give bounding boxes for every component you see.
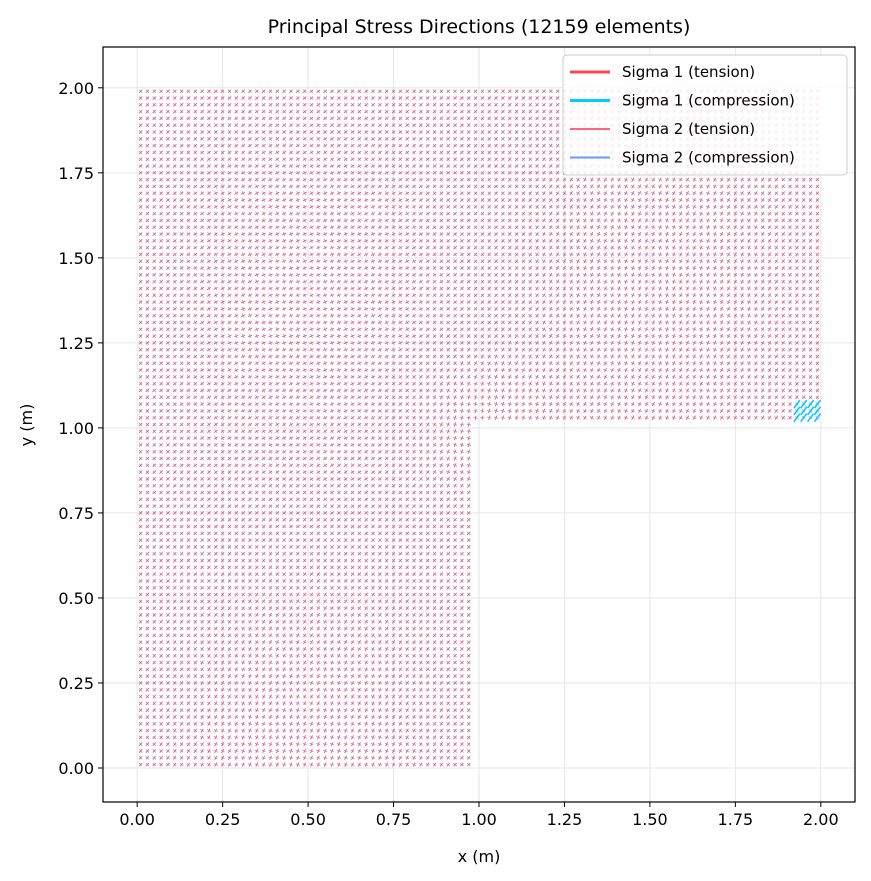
y-tick-label: 0.25 <box>58 674 94 693</box>
y-tick-label: 2.00 <box>58 79 94 98</box>
y-tick-label: 0.75 <box>58 504 94 523</box>
y-tick-label: 0.50 <box>58 589 94 608</box>
sigma2-tension-glyphs <box>138 89 820 767</box>
x-tick-label: 0.50 <box>290 810 326 829</box>
legend-label: Sigma 1 (compression) <box>622 92 795 110</box>
stress-field <box>138 89 822 767</box>
legend-box <box>562 54 848 176</box>
sigma1-compression-glyphs <box>793 399 822 423</box>
chart-title: Principal Stress Directions (12159 eleme… <box>268 16 691 38</box>
legend-label: Sigma 1 (tension) <box>622 63 755 81</box>
legend: Sigma 1 (tension) Sigma 1 (compression) Si… <box>562 54 848 176</box>
x-tick-label: 0.25 <box>205 810 241 829</box>
x-tick-label: 0.00 <box>119 810 155 829</box>
x-tick-label: 1.25 <box>547 810 583 829</box>
sigma1-tension-glyphs <box>138 89 820 767</box>
x-tick-label: 1.50 <box>632 810 668 829</box>
y-ticks: 0.00 0.25 0.50 0.75 1.00 1.25 1.50 1.75 2.00 <box>58 79 103 778</box>
y-tick-label: 1.50 <box>58 249 94 268</box>
x-ticks: 0.00 0.25 0.50 0.75 1.00 1.25 1.50 1.75 2.00 <box>119 802 839 829</box>
x-tick-label: 1.75 <box>718 810 754 829</box>
x-axis-label: x (m) <box>458 847 501 866</box>
legend-label: Sigma 2 (compression) <box>622 149 795 167</box>
y-tick-label: 1.00 <box>58 419 94 438</box>
y-tick-label: 1.25 <box>58 334 94 353</box>
legend-label: Sigma 2 (tension) <box>622 120 755 138</box>
x-tick-label: 1.00 <box>461 810 497 829</box>
x-tick-label: 0.75 <box>376 810 412 829</box>
y-tick-label: 0.00 <box>58 759 94 778</box>
y-axis-label: y (m) <box>17 404 36 447</box>
x-tick-label: 2.00 <box>803 810 839 829</box>
y-tick-label: 1.75 <box>58 164 94 183</box>
